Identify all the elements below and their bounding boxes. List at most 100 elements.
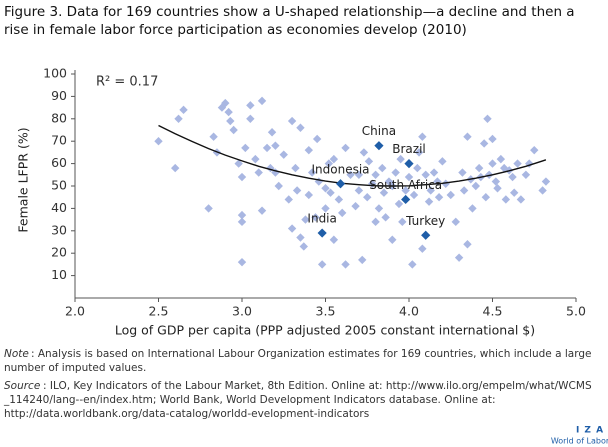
data-point: [271, 141, 280, 150]
data-point: [371, 217, 380, 227]
data-point: [314, 177, 324, 186]
data-point: [329, 235, 339, 244]
x-tick-label: 3.0: [232, 304, 252, 319]
note-label: Note: [4, 348, 29, 360]
data-point: [296, 123, 305, 132]
source-text: http://data.worldbank.org/data-catalog/w…: [4, 408, 369, 420]
data-point: [299, 242, 308, 251]
data-point: [463, 240, 472, 249]
data-point: [458, 168, 467, 177]
data-point: [408, 260, 417, 269]
data-point: [204, 204, 213, 213]
data-point: [394, 199, 404, 209]
x-tick-label: 3.5: [316, 304, 336, 319]
logo-name: I Z A: [576, 426, 604, 436]
data-point: [307, 168, 317, 177]
data-point: [221, 98, 230, 108]
data-point: [346, 170, 355, 179]
data-point: [317, 260, 327, 269]
data-point: [279, 150, 288, 159]
y-tick-label: 10: [51, 267, 67, 282]
data-point: [254, 168, 263, 177]
highlight-label: Indonesia: [312, 162, 370, 176]
source-text: _114240/lang--en/index.htm; World Bank, …: [3, 394, 496, 406]
data-point: [237, 217, 247, 227]
data-point: [237, 172, 247, 182]
data-point: [446, 190, 455, 200]
logo-tagline: World of Labor: [551, 437, 608, 446]
data-point: [516, 195, 526, 204]
data-point: [234, 159, 243, 168]
data-point: [483, 114, 492, 123]
data-point: [154, 137, 163, 146]
data-point: [257, 206, 267, 215]
data-point: [391, 168, 400, 177]
data-point: [229, 125, 238, 135]
y-tick-label: 70: [51, 133, 67, 148]
y-tick-label: 20: [51, 245, 67, 260]
data-point: [404, 172, 414, 182]
data-point: [459, 186, 469, 195]
data-point: [312, 134, 322, 144]
data-point: [468, 204, 477, 213]
highlight-label: China: [362, 124, 396, 138]
data-point: [451, 217, 460, 227]
y-tick-label: 80: [51, 110, 67, 125]
data-point: [396, 154, 405, 164]
data-point: [364, 157, 374, 166]
data-point: [474, 163, 484, 173]
y-tick-label: 90: [51, 88, 67, 103]
data-point: [209, 132, 218, 141]
data-point: [513, 159, 522, 168]
data-point: [179, 105, 188, 115]
data-point: [257, 96, 267, 106]
data-point: [341, 143, 350, 153]
highlight-point: [404, 159, 414, 169]
data-point: [311, 213, 320, 222]
data-point: [463, 132, 472, 141]
highlight-point: [401, 194, 411, 205]
note-text: number of imputed values.: [4, 362, 146, 374]
data-point: [267, 128, 277, 137]
data-point: [371, 170, 380, 179]
data-point: [538, 186, 547, 195]
data-point: [388, 235, 397, 244]
data-point: [381, 213, 390, 222]
data-point: [479, 139, 489, 148]
data-point: [418, 132, 427, 141]
highlight-label: Brazil: [392, 142, 426, 156]
data-point: [291, 163, 300, 173]
y-tick-label: 40: [51, 200, 67, 215]
data-point: [414, 148, 424, 157]
highlight-point: [421, 230, 431, 240]
note-text: : Analysis is based on International Lab…: [31, 348, 591, 360]
data-point: [324, 159, 334, 168]
data-point: [418, 244, 427, 253]
data-point: [334, 195, 344, 204]
data-point: [304, 145, 313, 155]
source-text: : ILO, Key Indicators of the Labour Mark…: [43, 380, 592, 392]
data-point: [454, 253, 464, 262]
data-point: [359, 148, 369, 157]
y-tick-label: 30: [51, 222, 67, 237]
x-axis-title: Log of GDP per capita (PPP adjusted 2005…: [115, 323, 535, 338]
data-point: [530, 145, 539, 155]
data-point: [351, 201, 360, 211]
data-point: [358, 255, 367, 265]
data-point: [274, 181, 283, 191]
x-tick-label: 2.0: [65, 304, 85, 319]
data-point: [341, 260, 350, 269]
data-point: [541, 177, 551, 186]
data-point: [241, 143, 250, 153]
data-point: [174, 114, 183, 123]
highlight-label: India: [307, 212, 336, 226]
data-point: [246, 114, 255, 123]
data-point: [224, 107, 233, 117]
figure-title: rise in female labor force participation…: [4, 22, 467, 38]
data-point: [488, 159, 497, 168]
highlight-label: South Africa: [369, 178, 442, 192]
data-point: [429, 168, 439, 177]
data-point: [378, 163, 387, 173]
data-point: [508, 172, 517, 182]
data-point: [262, 143, 272, 153]
